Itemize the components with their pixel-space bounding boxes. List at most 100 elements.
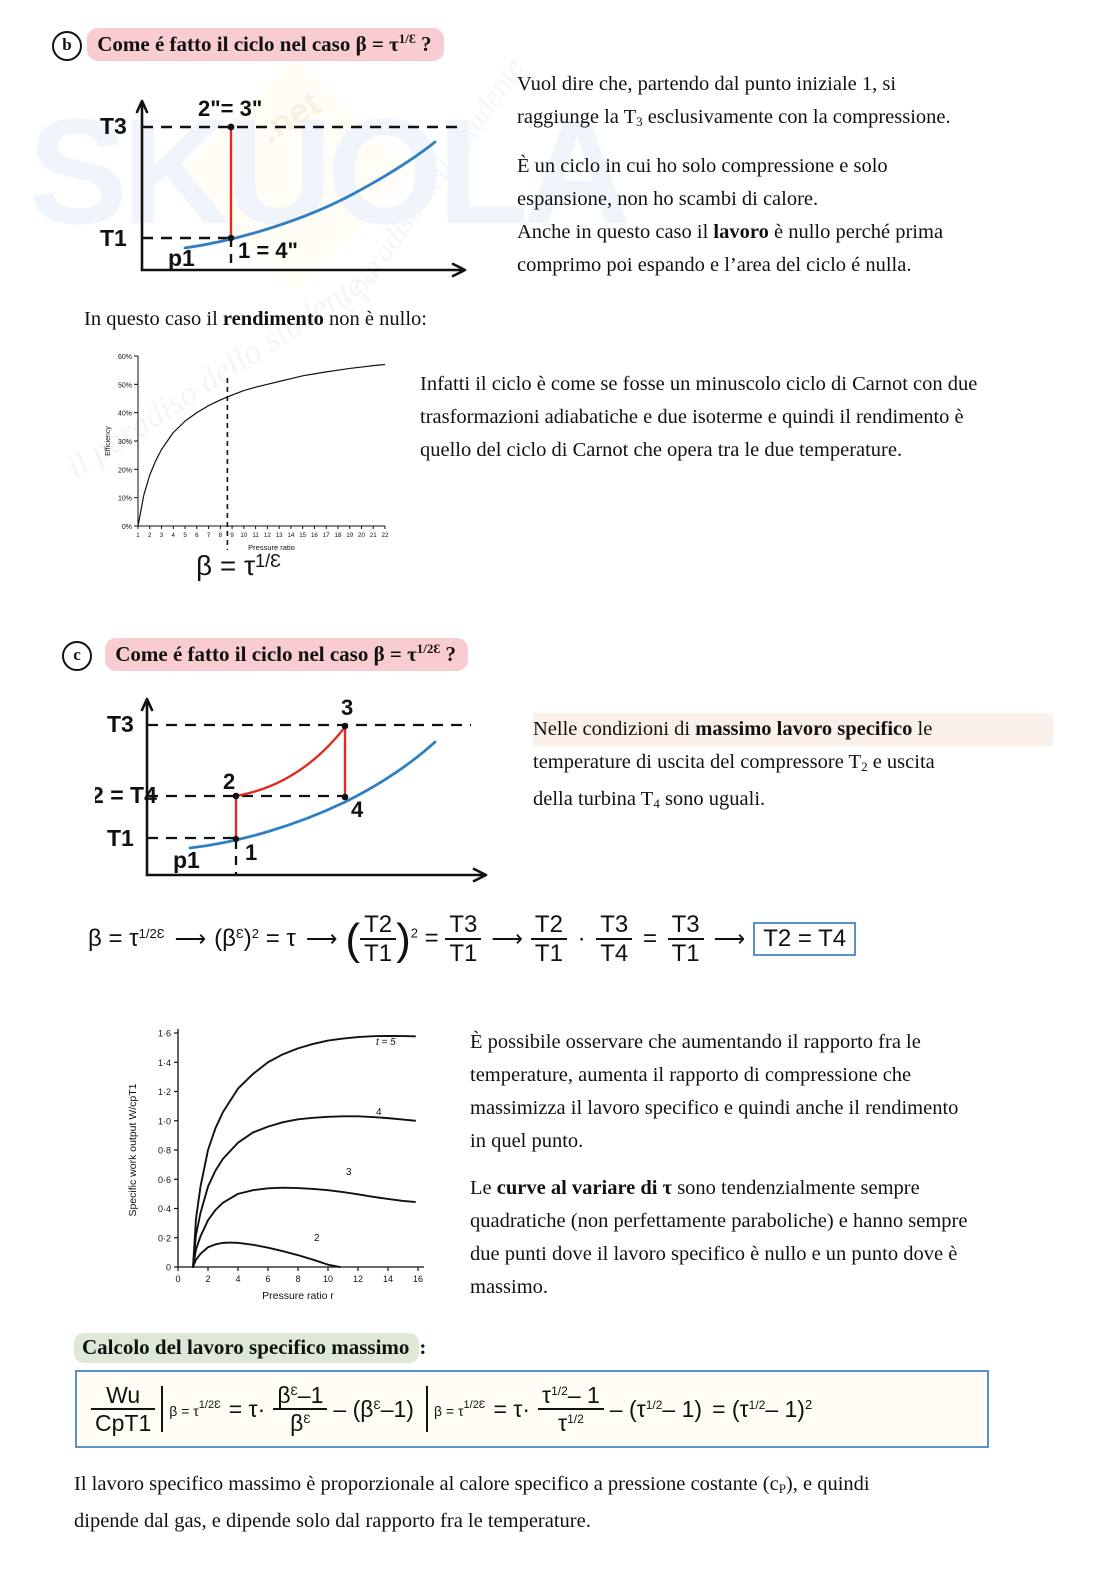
paragraph-massimo-lavoro: Nelle condizioni di massimo lavoro speci… (533, 713, 1053, 820)
work-ytick: 0 (166, 1263, 171, 1273)
efficiency-xtick: 16 (311, 532, 318, 539)
efficiency-xtick: 20 (358, 532, 365, 539)
calcolo-heading-text: Calcolo del lavoro specifico massimo (74, 1333, 420, 1363)
evaluation-bar-2 (425, 1386, 428, 1432)
section-marker-c: c (62, 641, 92, 672)
fraction-tau: τ1/2– 1 τ1/2 (538, 1383, 604, 1435)
paragraph-line: espansione, non ho scambi di calore. (517, 188, 819, 210)
paragraph-line: due punti dove il lavoro specifico è nul… (470, 1243, 958, 1265)
efficiency-ylabel: Efficiency (105, 426, 112, 456)
paragraph-line: Il lavoro specifico massimo è proporzion… (74, 1473, 870, 1496)
work-ytick: 0·4 (158, 1204, 171, 1214)
efficiency-xtick: 1 (136, 532, 140, 539)
section-marker-b: b (52, 31, 82, 62)
work-xtick: 0 (175, 1274, 180, 1284)
diagram-b-label-top: 2"= 3" (198, 96, 262, 121)
final-result: = (τ1/2– 1)2 (712, 1395, 813, 1422)
section-b-title: Come é fatto il ciclo nel caso β = τ1/Ɛ … (87, 28, 444, 61)
efficiency-xtick: 10 (240, 532, 247, 539)
work-curve (192, 1241, 341, 1268)
efficiency-xtick: 8 (219, 532, 223, 539)
work-xlabel: Pressure ratio r (262, 1290, 334, 1302)
work-ytick: 0·8 (158, 1146, 171, 1156)
work-curve (192, 1115, 416, 1268)
work-xtick: 12 (353, 1274, 363, 1284)
paragraph-line: dipende dal gas, e dipende solo dal rapp… (74, 1510, 591, 1532)
efficiency-ytick: 60% (118, 354, 132, 361)
equals-1: = τ· (228, 1395, 266, 1422)
diagram-b-label-T3: T3 (100, 113, 127, 139)
paragraph-line: raggiunge la T3 esclusivamente con la co… (517, 106, 951, 129)
eq-3: (T2 T1)2 = T3 T1 (345, 912, 482, 966)
efficiency-xtick: 15 (299, 532, 306, 539)
equals-2: = τ· (493, 1395, 531, 1422)
paragraph-line: È un ciclo in cui ho solo compressione e… (517, 155, 888, 177)
diagram-c-point-3: 3 (341, 695, 353, 720)
section-c-title: Come é fatto il ciclo nel caso β = τ1/2Ɛ… (105, 638, 469, 671)
efficiency-xtick: 19 (346, 532, 353, 539)
efficiency-xtick: 2 (148, 532, 152, 539)
efficiency-xtick: 22 (382, 532, 389, 539)
efficiency-xtick: 5 (183, 532, 187, 539)
work-ytick: 1·6 (158, 1029, 171, 1039)
paragraph-vuol-dire: Vuol dire che, partendo dal punto inizia… (517, 68, 1077, 138)
paragraph-line: Le curve al variare di τ sono tendenzial… (470, 1177, 920, 1199)
work-xtick: 2 (205, 1274, 210, 1284)
section-c-title-exponent: 1/2Ɛ (416, 641, 441, 656)
diagram-b-label-bottom: 1 = 4" (238, 238, 298, 263)
paragraph-line: quadratiche (non perfettamente parabolic… (470, 1210, 968, 1232)
work-ytick: 1·4 (158, 1058, 171, 1068)
efficiency-xtick: 11 (252, 532, 259, 539)
paragraph-line: Vuol dire che, partendo dal punto inizia… (517, 73, 897, 95)
eq-5-boxed-result: T2 = T4 (753, 922, 857, 957)
calcolo-heading-colon: : (419, 1335, 427, 1359)
work-xtick: 10 (323, 1274, 333, 1284)
arrow-icon: ⟶ (305, 926, 338, 952)
diagram-c-label-T1: T1 (107, 825, 134, 851)
efficiency-ytick: 40% (118, 411, 132, 418)
section-c-title-text: Come é fatto il ciclo nel caso β = τ (115, 642, 417, 666)
fraction-beta: βƐ–1 βƐ (273, 1383, 328, 1435)
eq-1: β = τ1/2Ɛ (88, 925, 165, 953)
paragraph-curve-variare: Le curve al variare di τ sono tendenzial… (470, 1172, 1095, 1304)
efficiency-xlabel: Pressure ratio (248, 543, 295, 552)
efficiency-xtick: 17 (323, 532, 330, 539)
minus-term-1: – (βƐ–1) (333, 1395, 414, 1422)
diagram-b-label-T1: T1 (100, 225, 127, 251)
chart-specific-work-output: 0 0·2 0·4 0·6 0·8 1·0 1·2 1·4 1·6 0 2 4 6 8 10 12 14 16 Sp… (118, 1015, 448, 1320)
efficiency-curve (137, 363, 386, 527)
efficiency-xtick: 4 (172, 532, 176, 539)
work-curve (192, 1034, 416, 1268)
work-ytick: 0·2 (158, 1233, 171, 1243)
work-ytick: 1·0 (158, 1116, 171, 1126)
arrow-icon: ⟶ (713, 926, 746, 952)
condition-2: β = τ1/2Ɛ (433, 1399, 486, 1419)
section-b-title-qmark: ? (421, 32, 432, 56)
efficiency-xtick: 18 (335, 532, 342, 539)
work-curve (192, 1186, 416, 1268)
beta-caption: β = τ1/Ɛ (196, 550, 281, 582)
diagram-c-point-4: 4 (351, 797, 364, 822)
paragraph-line: quello del ciclo di Carnot che opera tra… (420, 439, 903, 461)
paragraph-line: È possibile osservare che aumentando il … (470, 1031, 921, 1053)
efficiency-xtick: 12 (264, 532, 271, 539)
beta-caption-lhs: β = τ (196, 550, 256, 581)
minus-term-2: – (τ1/2– 1) (609, 1395, 703, 1422)
diagram-c-point-1: 1 (245, 840, 257, 865)
section-b-title-text: Come é fatto il ciclo nel caso β = τ (97, 32, 399, 56)
calcolo-heading: Calcolo del lavoro specifico massimo: (74, 1333, 426, 1363)
arrow-icon: ⟶ (174, 926, 207, 952)
paragraph-line: Nelle condizioni di massimo lavoro speci… (533, 713, 1053, 746)
work-xtick: 14 (383, 1274, 393, 1284)
section-b-title-exponent: 1/Ɛ (398, 31, 416, 46)
diagram-b-label-p1: p1 (168, 245, 195, 271)
efficiency-ytick: 30% (118, 439, 132, 446)
chart-efficiency-vs-pressure-ratio: 0% 10% 20% 30% 40% 50% 60% 1 2 3 4 5 6 7 8 9 10 11 12 13 14 1… (100, 348, 390, 558)
paragraph-ciclo-compressione: È un ciclo in cui ho solo compressione e… (517, 150, 1082, 282)
work-curve-label: 2 (314, 1233, 320, 1244)
paragraph-carnot: Infatti il ciclo è come se fosse un minu… (420, 368, 1070, 467)
work-ytick: 1·2 (158, 1087, 171, 1097)
paragraph-line: della turbina T4 sono uguali. (533, 788, 766, 811)
section-c-title-qmark: ? (445, 642, 457, 666)
condition-1: β = τ1/2Ɛ (169, 1399, 221, 1419)
